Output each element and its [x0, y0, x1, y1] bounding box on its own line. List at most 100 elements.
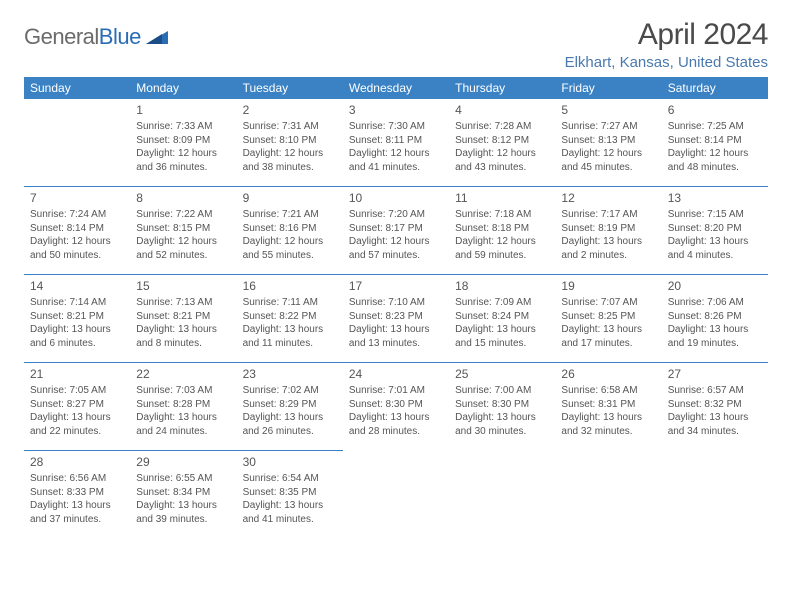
daylight-line: and 26 minutes. — [243, 425, 337, 439]
daylight-line: Daylight: 12 hours — [30, 235, 124, 249]
calendar-week-row: 21Sunrise: 7:05 AMSunset: 8:27 PMDayligh… — [24, 363, 768, 451]
day-number: 19 — [561, 278, 655, 294]
daylight-line: and 55 minutes. — [243, 249, 337, 263]
calendar-header-row: SundayMondayTuesdayWednesdayThursdayFrid… — [24, 77, 768, 99]
weekday-header: Tuesday — [237, 77, 343, 99]
daylight-line: Daylight: 12 hours — [455, 147, 549, 161]
daylight-line: Daylight: 13 hours — [243, 499, 337, 513]
daylight-line: Daylight: 12 hours — [349, 235, 443, 249]
sunrise-line: Sunrise: 7:07 AM — [561, 296, 655, 310]
sunrise-line: Sunrise: 7:13 AM — [136, 296, 230, 310]
daylight-line: and 8 minutes. — [136, 337, 230, 351]
calendar-day-cell: 15Sunrise: 7:13 AMSunset: 8:21 PMDayligh… — [130, 275, 236, 363]
daylight-line: Daylight: 13 hours — [136, 323, 230, 337]
daylight-line: and 45 minutes. — [561, 161, 655, 175]
location: Elkhart, Kansas, United States — [565, 54, 768, 71]
sunset-line: Sunset: 8:19 PM — [561, 222, 655, 236]
daylight-line: and 36 minutes. — [136, 161, 230, 175]
logo: GeneralBlue — [24, 24, 168, 50]
sunset-line: Sunset: 8:17 PM — [349, 222, 443, 236]
sunset-line: Sunset: 8:35 PM — [243, 486, 337, 500]
daylight-line: Daylight: 12 hours — [136, 147, 230, 161]
sunset-line: Sunset: 8:30 PM — [455, 398, 549, 412]
logo-word2: Blue — [99, 24, 141, 49]
calendar-day-cell: 6 Sunrise: 7:25 AMSunset: 8:14 PMDaylight… — [662, 99, 768, 187]
calendar-day-cell: 18Sunrise: 7:09 AMSunset: 8:24 PMDayligh… — [449, 275, 555, 363]
weekday-header: Saturday — [662, 77, 768, 99]
sunrise-line: Sunrise: 7:20 AM — [349, 208, 443, 222]
logo-word1: General — [24, 24, 99, 49]
day-number: 1 — [136, 102, 230, 118]
daylight-line: Daylight: 12 hours — [668, 147, 762, 161]
day-number: 21 — [30, 366, 124, 382]
calendar-day-cell: 1Sunrise: 7:33 AMSunset: 8:09 PMDaylight… — [130, 99, 236, 187]
daylight-line: Daylight: 12 hours — [561, 147, 655, 161]
daylight-line: and 2 minutes. — [561, 249, 655, 263]
day-number: 11 — [455, 190, 549, 206]
sunrise-line: Sunrise: 7:01 AM — [349, 384, 443, 398]
calendar-day-cell: 25Sunrise: 7:00 AMSunset: 8:30 PMDayligh… — [449, 363, 555, 451]
daylight-line: and 39 minutes. — [136, 513, 230, 527]
sunrise-line: Sunrise: 7:06 AM — [668, 296, 762, 310]
calendar-week-row: 1Sunrise: 7:33 AMSunset: 8:09 PMDaylight… — [24, 99, 768, 187]
sunrise-line: Sunrise: 7:02 AM — [243, 384, 337, 398]
day-number: 5 — [561, 102, 655, 118]
daylight-line: and 22 minutes. — [30, 425, 124, 439]
day-number: 9 — [243, 190, 337, 206]
daylight-line: and 38 minutes. — [243, 161, 337, 175]
daylight-line: Daylight: 13 hours — [30, 323, 124, 337]
day-number: 18 — [455, 278, 549, 294]
sunset-line: Sunset: 8:30 PM — [349, 398, 443, 412]
sunset-line: Sunset: 8:14 PM — [668, 134, 762, 148]
sunset-line: Sunset: 8:10 PM — [243, 134, 337, 148]
sunrise-line: Sunrise: 7:27 AM — [561, 120, 655, 134]
daylight-line: Daylight: 13 hours — [561, 411, 655, 425]
daylight-line: and 17 minutes. — [561, 337, 655, 351]
calendar-body: 1Sunrise: 7:33 AMSunset: 8:09 PMDaylight… — [24, 99, 768, 538]
daylight-line: and 30 minutes. — [455, 425, 549, 439]
sunrise-line: Sunrise: 7:18 AM — [455, 208, 549, 222]
logo-triangle-icon — [146, 28, 168, 49]
page: GeneralBlue April 2024 Elkhart, Kansas, … — [0, 0, 792, 538]
day-number: 6 — [668, 102, 762, 118]
calendar-day-cell: 11Sunrise: 7:18 AMSunset: 8:18 PMDayligh… — [449, 187, 555, 275]
logo-text: GeneralBlue — [24, 24, 141, 50]
daylight-line: Daylight: 12 hours — [349, 147, 443, 161]
sunset-line: Sunset: 8:25 PM — [561, 310, 655, 324]
calendar-day-cell: 27Sunrise: 6:57 AMSunset: 8:32 PMDayligh… — [662, 363, 768, 451]
sunrise-line: Sunrise: 7:03 AM — [136, 384, 230, 398]
daylight-line: and 32 minutes. — [561, 425, 655, 439]
sunrise-line: Sunrise: 7:00 AM — [455, 384, 549, 398]
sunrise-line: Sunrise: 7:05 AM — [30, 384, 124, 398]
weekday-header: Thursday — [449, 77, 555, 99]
day-number: 8 — [136, 190, 230, 206]
sunset-line: Sunset: 8:21 PM — [30, 310, 124, 324]
sunrise-line: Sunrise: 7:24 AM — [30, 208, 124, 222]
daylight-line: and 34 minutes. — [668, 425, 762, 439]
weekday-header: Wednesday — [343, 77, 449, 99]
daylight-line: and 15 minutes. — [455, 337, 549, 351]
daylight-line: Daylight: 13 hours — [243, 323, 337, 337]
sunset-line: Sunset: 8:12 PM — [455, 134, 549, 148]
sunrise-line: Sunrise: 6:58 AM — [561, 384, 655, 398]
day-number: 30 — [243, 454, 337, 470]
weekday-header: Friday — [555, 77, 661, 99]
day-number: 23 — [243, 366, 337, 382]
daylight-line: and 41 minutes. — [349, 161, 443, 175]
calendar-day-cell: 29Sunrise: 6:55 AMSunset: 8:34 PMDayligh… — [130, 451, 236, 539]
sunrise-line: Sunrise: 7:09 AM — [455, 296, 549, 310]
daylight-line: Daylight: 13 hours — [561, 323, 655, 337]
calendar-day-cell: 5Sunrise: 7:27 AMSunset: 8:13 PMDaylight… — [555, 99, 661, 187]
daylight-line: and 13 minutes. — [349, 337, 443, 351]
calendar-day-cell: 4Sunrise: 7:28 AMSunset: 8:12 PMDaylight… — [449, 99, 555, 187]
calendar-day-cell: 28Sunrise: 6:56 AMSunset: 8:33 PMDayligh… — [24, 451, 130, 539]
daylight-line: and 6 minutes. — [30, 337, 124, 351]
daylight-line: Daylight: 13 hours — [668, 323, 762, 337]
daylight-line: Daylight: 13 hours — [349, 411, 443, 425]
sunrise-line: Sunrise: 7:31 AM — [243, 120, 337, 134]
calendar-day-cell: 13Sunrise: 7:15 AMSunset: 8:20 PMDayligh… — [662, 187, 768, 275]
daylight-line: Daylight: 13 hours — [136, 411, 230, 425]
daylight-line: Daylight: 13 hours — [243, 411, 337, 425]
sunrise-line: Sunrise: 7:25 AM — [668, 120, 762, 134]
calendar-week-row: 14Sunrise: 7:14 AMSunset: 8:21 PMDayligh… — [24, 275, 768, 363]
